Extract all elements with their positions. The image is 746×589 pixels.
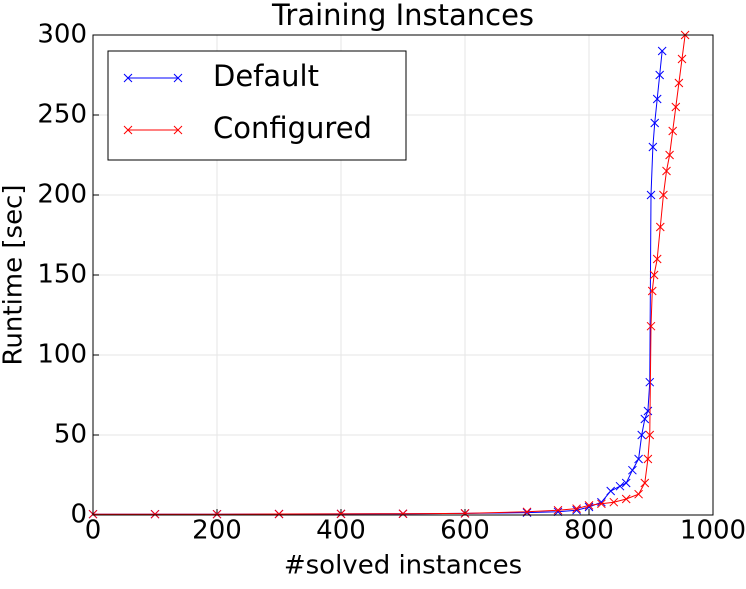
data-point	[621, 494, 631, 504]
data-point	[659, 190, 668, 200]
data-point	[212, 509, 222, 519]
data-point	[398, 509, 408, 519]
legend-marker	[123, 73, 133, 83]
x-tick-label: 0	[85, 516, 102, 546]
data-point	[649, 270, 659, 280]
data-point	[646, 321, 656, 331]
legend-marker	[173, 125, 183, 135]
y-tick-label: 0	[70, 500, 87, 530]
legend-marker	[123, 125, 133, 135]
y-tick-label: 250	[37, 100, 87, 130]
data-point	[609, 497, 619, 507]
data-point	[597, 497, 606, 507]
data-point	[640, 478, 650, 488]
y-tick-label: 50	[54, 420, 87, 450]
data-point	[652, 254, 662, 264]
data-point	[634, 454, 643, 464]
data-point	[150, 509, 160, 519]
x-tick-label: 1000	[680, 516, 746, 546]
data-point	[597, 499, 606, 509]
y-tick-label: 100	[37, 340, 87, 370]
data-point	[645, 430, 655, 440]
data-point	[643, 454, 653, 464]
data-point	[657, 46, 667, 56]
x-tick-label: 200	[192, 516, 242, 546]
data-point	[606, 486, 616, 496]
x-axis-label: #solved instances	[284, 551, 522, 581]
legend-box	[107, 50, 407, 161]
data-point	[584, 502, 594, 512]
data-point	[662, 166, 671, 176]
data-point	[647, 286, 657, 296]
y-tick-label: 300	[37, 20, 87, 50]
data-point	[584, 501, 594, 510]
data-point	[646, 190, 656, 200]
data-point	[628, 465, 637, 475]
data-point	[650, 118, 660, 128]
chart-title: Training Instances	[271, 0, 534, 32]
legend-label: Configured	[213, 111, 372, 145]
legend-marker	[173, 73, 183, 83]
legend-label: Default	[213, 59, 319, 93]
data-point	[615, 481, 625, 491]
x-tick-label: 400	[316, 516, 366, 546]
data-point	[634, 489, 643, 499]
y-tick-label: 200	[37, 180, 87, 210]
data-point	[645, 377, 655, 387]
x-tick-label: 600	[440, 516, 490, 546]
data-point	[668, 126, 678, 136]
data-point	[553, 505, 563, 515]
data-point	[621, 478, 631, 488]
data-point	[677, 54, 687, 64]
data-point	[522, 507, 532, 517]
data-point	[655, 222, 665, 232]
plot-frame	[92, 34, 714, 516]
data-point	[674, 78, 684, 88]
y-axis-label: Runtime [sec]	[0, 185, 29, 366]
data-point	[652, 94, 662, 104]
data-point	[665, 150, 674, 160]
data-point	[648, 142, 658, 152]
data-point	[671, 102, 681, 112]
data-point	[643, 406, 653, 416]
data-point	[572, 504, 581, 513]
data-point	[274, 509, 284, 519]
y-tick-label: 150	[37, 260, 87, 290]
data-point	[640, 414, 650, 424]
data-point	[336, 509, 346, 519]
data-point	[655, 70, 665, 80]
data-point	[460, 509, 470, 518]
x-tick-label: 800	[564, 516, 614, 546]
data-point	[553, 507, 563, 517]
data-point	[637, 430, 647, 440]
